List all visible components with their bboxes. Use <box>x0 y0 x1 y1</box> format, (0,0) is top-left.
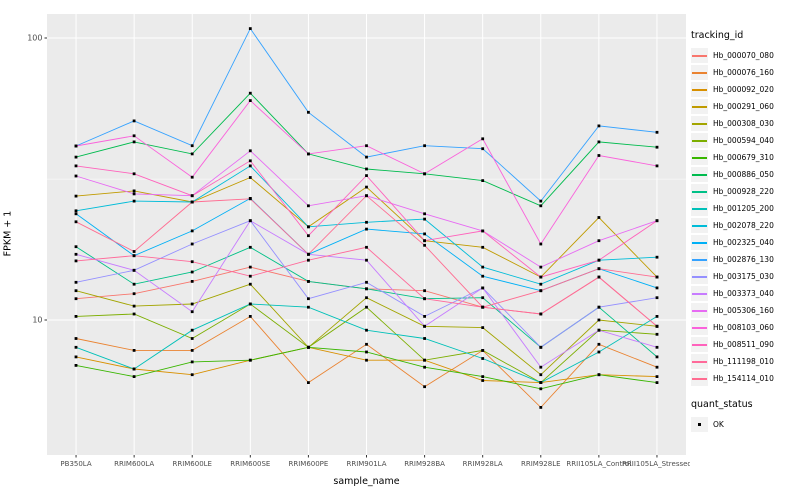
legend-label: Hb_005306_160 <box>713 306 774 315</box>
legend-key-line-icon <box>691 48 708 63</box>
quant-status-title: quant_status <box>691 399 753 410</box>
x-tick-label: RRIM600PE <box>288 460 328 468</box>
legend-label: Hb_003175_030 <box>713 272 774 281</box>
legend-label: Hb_000308_030 <box>713 119 774 128</box>
legend-entry-Hb_000594_040: Hb_000594_040 <box>691 132 799 149</box>
legend-label: Hb_003373_040 <box>713 289 774 298</box>
legend-key-line-icon <box>691 99 708 114</box>
legend-key-line-icon <box>691 133 708 148</box>
legend-entry-Hb_008103_060: Hb_008103_060 <box>691 319 799 336</box>
plot-area: 100 10 PB350LA RRIM600LA RRIM600LE RRIM600SE R… <box>27 14 690 469</box>
legend-label: Hb_008511_090 <box>713 340 774 349</box>
y-tick-label: 10 <box>32 316 42 325</box>
data-points <box>74 27 659 409</box>
legend-title: tracking_id <box>691 30 744 41</box>
legend-entry-Hb_003373_040: Hb_003373_040 <box>691 285 799 302</box>
y-axis-title: FPKM + 1 <box>2 210 14 257</box>
x-axis-title: sample_name <box>333 476 400 487</box>
legend-label: Hb_001205_200 <box>713 204 774 213</box>
x-tick-label: RRIM928BA <box>404 460 445 468</box>
x-tick-label: RRIM928LA <box>463 460 503 468</box>
legend-key-line-icon <box>691 218 708 233</box>
legend-entry-list: Hb_000070_080 Hb_000076_160 Hb_000092_020 H… <box>691 47 799 387</box>
legend-key-line-icon <box>691 116 708 131</box>
legend-label: Hb_000291_060 <box>713 102 774 111</box>
legend-entry-Hb_003175_030: Hb_003175_030 <box>691 268 799 285</box>
legend-entry-Hb_002325_040: Hb_002325_040 <box>691 234 799 251</box>
quant-status-entry-ok: OK <box>691 416 799 433</box>
legend-entry-Hb_005306_160: Hb_005306_160 <box>691 302 799 319</box>
y-tick-label: 100 <box>27 34 42 43</box>
legend-label: Hb_000679_310 <box>713 153 774 162</box>
legend-entry-Hb_000679_310: Hb_000679_310 <box>691 149 799 166</box>
quant-status-key-icon <box>691 417 708 432</box>
legend-key-line-icon <box>691 167 708 182</box>
legend-key-line-icon <box>691 371 708 386</box>
legend-label: Hb_000928_220 <box>713 187 774 196</box>
quant-status-label: OK <box>713 420 724 429</box>
legend-entry-Hb_002876_130: Hb_002876_130 <box>691 251 799 268</box>
legend-key-line-icon <box>691 65 708 80</box>
legend-label: Hb_000886_050 <box>713 170 774 179</box>
legend-entry-Hb_111198_010: Hb_111198_010 <box>691 353 799 370</box>
x-tick-label: PB350LA <box>60 460 91 468</box>
legend-key-line-icon <box>691 269 708 284</box>
legend-entry-Hb_002078_220: Hb_002078_220 <box>691 217 799 234</box>
legend-label: Hb_002876_130 <box>713 255 774 264</box>
legend-entry-Hb_000291_060: Hb_000291_060 <box>691 98 799 115</box>
legend-entry-Hb_000308_030: Hb_000308_030 <box>691 115 799 132</box>
x-tick-label: RRIM928LE <box>521 460 561 468</box>
legend-label: Hb_008103_060 <box>713 323 774 332</box>
legend-key-line-icon <box>691 150 708 165</box>
legend-label: Hb_002325_040 <box>713 238 774 247</box>
legend-key-line-icon <box>691 252 708 267</box>
legend-key-line-icon <box>691 320 708 335</box>
legend-key-line-icon <box>691 184 708 199</box>
legend-key-line-icon <box>691 354 708 369</box>
x-tick-label: RRII105LA_Stressed <box>622 460 690 468</box>
x-tick-label: RRIM600LA <box>114 460 154 468</box>
legend-entry-Hb_001205_200: Hb_001205_200 <box>691 200 799 217</box>
legend: tracking_id Hb_000070_080 Hb_000076_160 Hb… <box>691 30 799 433</box>
legend-key-line-icon <box>691 235 708 250</box>
legend-entry-Hb_000886_050: Hb_000886_050 <box>691 166 799 183</box>
legend-entry-Hb_154114_010: Hb_154114_010 <box>691 370 799 387</box>
x-tick-label: RRIM901LA <box>346 460 386 468</box>
legend-key-line-icon <box>691 303 708 318</box>
legend-label: Hb_000076_160 <box>713 68 774 77</box>
legend-label: Hb_000092_020 <box>713 85 774 94</box>
x-tick-label: RRIM600LE <box>172 460 212 468</box>
x-tick-label: RRIM600SE <box>230 460 270 468</box>
legend-entry-Hb_000076_160: Hb_000076_160 <box>691 64 799 81</box>
legend-label: Hb_111198_010 <box>713 357 774 366</box>
x-tick-label: RRII105LA_Control <box>566 460 631 468</box>
legend-label: Hb_000070_080 <box>713 51 774 60</box>
legend-key-line-icon <box>691 337 708 352</box>
legend-label: Hb_000594_040 <box>713 136 774 145</box>
legend-entry-Hb_000070_080: Hb_000070_080 <box>691 47 799 64</box>
black-square-point-icon <box>697 422 702 427</box>
legend-entry-Hb_000092_020: Hb_000092_020 <box>691 81 799 98</box>
legend-key-line-icon <box>691 82 708 97</box>
legend-label: Hb_154114_010 <box>713 374 774 383</box>
legend-key-line-icon <box>691 286 708 301</box>
legend-label: Hb_002078_220 <box>713 221 774 230</box>
axis-ticks: 100 10 PB350LA RRIM600LA RRIM600LE RRIM600SE R… <box>27 34 690 469</box>
legend-entry-Hb_008511_090: Hb_008511_090 <box>691 336 799 353</box>
legend-key-line-icon <box>691 201 708 216</box>
legend-entry-Hb_000928_220: Hb_000928_220 <box>691 183 799 200</box>
